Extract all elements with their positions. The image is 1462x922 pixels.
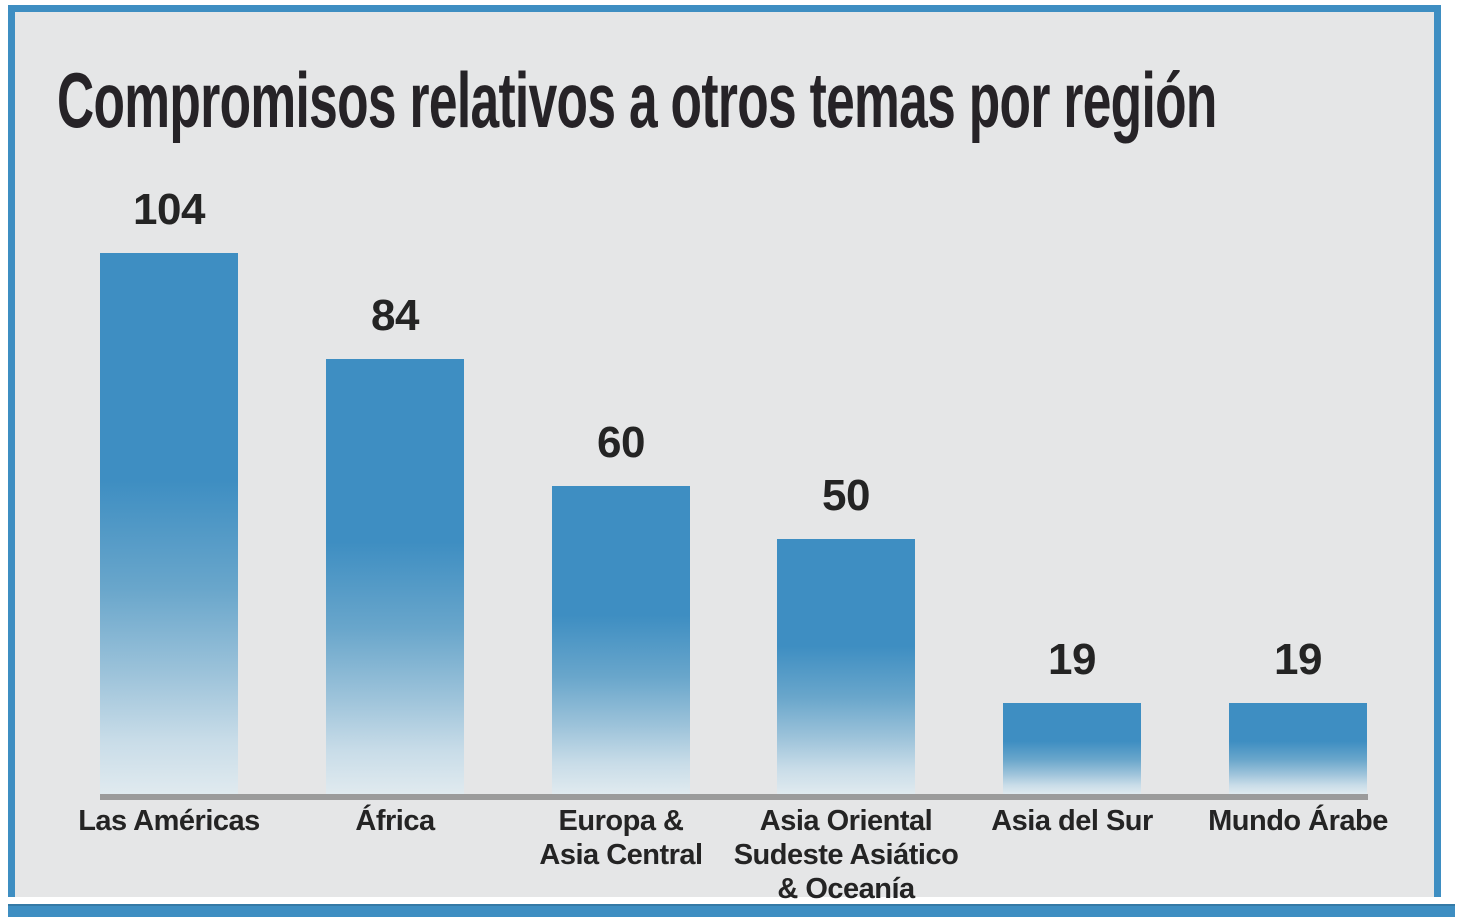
bottom-accent-bar <box>8 904 1455 917</box>
category-label-asia-oriental: Asia Oriental Sudeste Asiático & Oceanía <box>733 805 959 905</box>
bar-mundo-rabe <box>1229 703 1367 794</box>
category-label-mundo-rabe: Mundo Árabe <box>1208 805 1388 837</box>
value-label-asia-del-sur: 19 <box>1048 635 1096 684</box>
plot-area: 104 Las Américas 84 África 60 Europa & Asia C… <box>15 12 1448 905</box>
category-label-asia-del-sur: Asia del Sur <box>991 805 1153 837</box>
value-label-las-am-ricas: 104 <box>133 185 205 234</box>
value-label-europa-: 60 <box>597 418 645 467</box>
x-axis-line <box>100 794 1368 800</box>
value-label-mundo-rabe: 19 <box>1274 635 1322 684</box>
bar-las-am-ricas <box>100 253 238 794</box>
chart-title: Compromisos relativos a otros temas por … <box>57 56 1217 144</box>
bar-asia-del-sur <box>1003 703 1141 794</box>
bar--frica <box>326 359 464 794</box>
category-label--frica: África <box>355 805 435 837</box>
category-label-europa-: Europa & Asia Central <box>539 805 703 871</box>
value-label-asia-oriental: 50 <box>822 471 870 520</box>
value-label--frica: 84 <box>371 291 419 340</box>
bar-europa- <box>552 486 690 794</box>
bar-asia-oriental <box>777 539 915 794</box>
chart-frame: Compromisos relativos a otros temas por … <box>8 5 1441 905</box>
category-label-las-am-ricas: Las Américas <box>78 805 260 837</box>
